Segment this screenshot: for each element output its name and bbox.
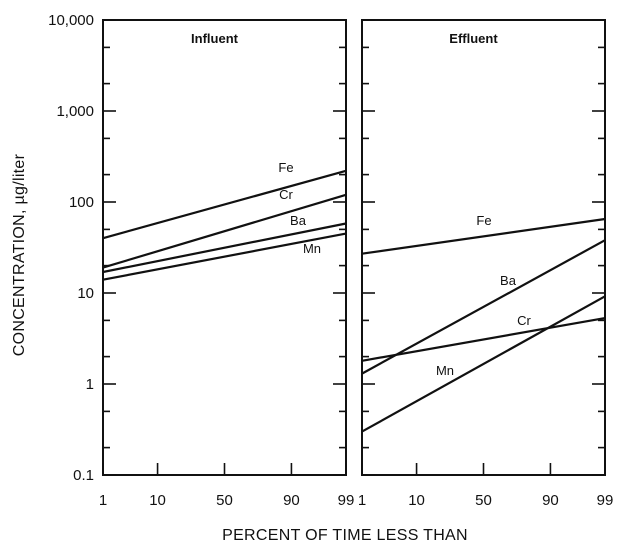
series-line-cr [102,193,347,269]
x-axis-title: PERCENT OF TIME LESS THAN [222,527,468,544]
panel-influent: Influent Fe Cr Ba Mn [102,19,347,476]
x-tick-label: 90 [283,492,300,509]
y-tick-label: 10,000 [48,12,94,29]
series-line-fe [102,169,347,240]
x-tick-label: 50 [475,492,492,509]
y-tick-label: 1 [86,376,94,393]
y-tick-label: 100 [69,194,94,211]
y-tick-label: 10 [77,285,94,302]
series-line-mn [361,295,606,433]
panel-title: Influent [191,31,239,46]
y-tick-label: 1,000 [56,103,94,120]
x-tick-label: 1 [99,492,107,509]
series-label-cr: Cr [517,313,531,328]
series-label-mn: Mn [303,241,321,256]
x-tick-label: 1 [358,492,366,509]
panel-effluent: Effluent Fe Ba Cr Mn [361,19,606,476]
series-label-ba: Ba [290,213,307,228]
x-tick-label: 50 [216,492,233,509]
series-line-cr [361,317,606,362]
x-axis: 1 10 50 90 99 1 10 50 90 99 [99,492,614,509]
series-line-ba [361,239,606,375]
series-label-mn: Mn [436,363,454,378]
series-label-cr: Cr [279,187,293,202]
panel-title: Effluent [449,31,498,46]
y-tick-label: 0.1 [73,467,94,484]
x-tick-label: 99 [597,492,614,509]
y-axis-title: CONCENTRATION, µg/liter [11,153,28,356]
x-tick-label: 90 [542,492,559,509]
panels-layer: Influent Fe Cr Ba Mn Effluent Fe Ba Cr Mn [102,19,606,476]
series-label-fe: Fe [278,160,293,175]
x-tick-label: 10 [408,492,425,509]
series-line-fe [361,217,606,255]
series-line-ba [102,222,347,274]
x-tick-label: 99 [338,492,355,509]
series-line-mn [102,232,347,281]
series-label-fe: Fe [476,213,491,228]
x-tick-label: 10 [149,492,166,509]
series-label-ba: Ba [500,273,517,288]
y-axis: 0.1 1 10 100 1,000 10,000 [48,12,94,484]
